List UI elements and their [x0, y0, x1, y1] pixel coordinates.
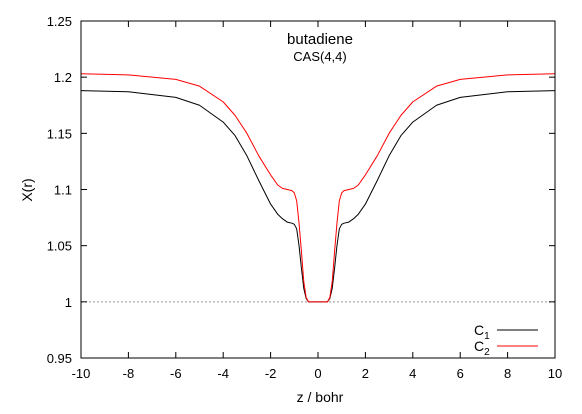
y-tick-label: 1	[65, 295, 72, 310]
chart-subtitle: CAS(4,4)	[293, 49, 346, 64]
legend-label-c2: C2	[474, 338, 490, 358]
chart-title: butadiene	[287, 31, 353, 48]
labels-layer: butadiene CAS(4,4) z / bohr X(r)	[19, 31, 353, 405]
x-tick-label: 0	[314, 366, 321, 381]
x-tick-label: 8	[504, 366, 511, 381]
x-tick-label: 4	[409, 366, 416, 381]
x-tick-label: 2	[362, 366, 369, 381]
legend-label-c1: C1	[474, 322, 490, 342]
series-layer	[80, 73, 556, 303]
ticks-layer: -10 -8 -6 -4 -2 0 2 4 6 8 10 0.95 1 1.05 1.1 1.15 1.2 1.2…	[47, 14, 563, 381]
x-tick-label: -10	[72, 366, 91, 381]
x-tick-label: 6	[457, 366, 464, 381]
y-tick-label: 1.15	[47, 126, 72, 141]
y-axis-label: X(r)	[19, 178, 35, 201]
y-tick-label: 1.05	[47, 239, 72, 254]
series-line-c1	[80, 90, 556, 303]
y-tick-label: 1.1	[54, 183, 72, 198]
y-tick-label: 1.25	[47, 14, 72, 29]
x-tick-label: -6	[170, 366, 182, 381]
plot-frame	[80, 20, 556, 359]
y-tick-label: 0.95	[47, 351, 72, 366]
x-tick-label: -8	[123, 366, 135, 381]
x-tick-label: 10	[548, 366, 562, 381]
x-tick-label: -2	[265, 366, 277, 381]
x-tick-label: -4	[217, 366, 229, 381]
x-axis-label: z / bohr	[297, 389, 344, 405]
y-tick-label: 1.2	[54, 70, 72, 85]
series-line-c2	[80, 73, 556, 303]
